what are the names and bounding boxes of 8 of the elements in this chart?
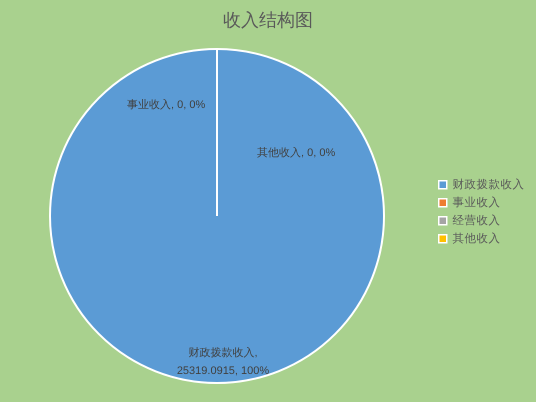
chart-title: 收入结构图: [223, 10, 313, 30]
legend-label: 事业收入: [452, 194, 500, 209]
text: 其他收入, 0, 0%: [257, 147, 336, 159]
data-label: 财政拨款收入, 25319.0915, 100%: [176, 346, 270, 377]
text: 事业收入, 0, 0%: [127, 99, 206, 111]
legend-label: 财政拨款收入: [452, 176, 524, 191]
legend-label: 其他收入: [452, 230, 500, 245]
legend-label: 经营收入: [452, 212, 500, 227]
